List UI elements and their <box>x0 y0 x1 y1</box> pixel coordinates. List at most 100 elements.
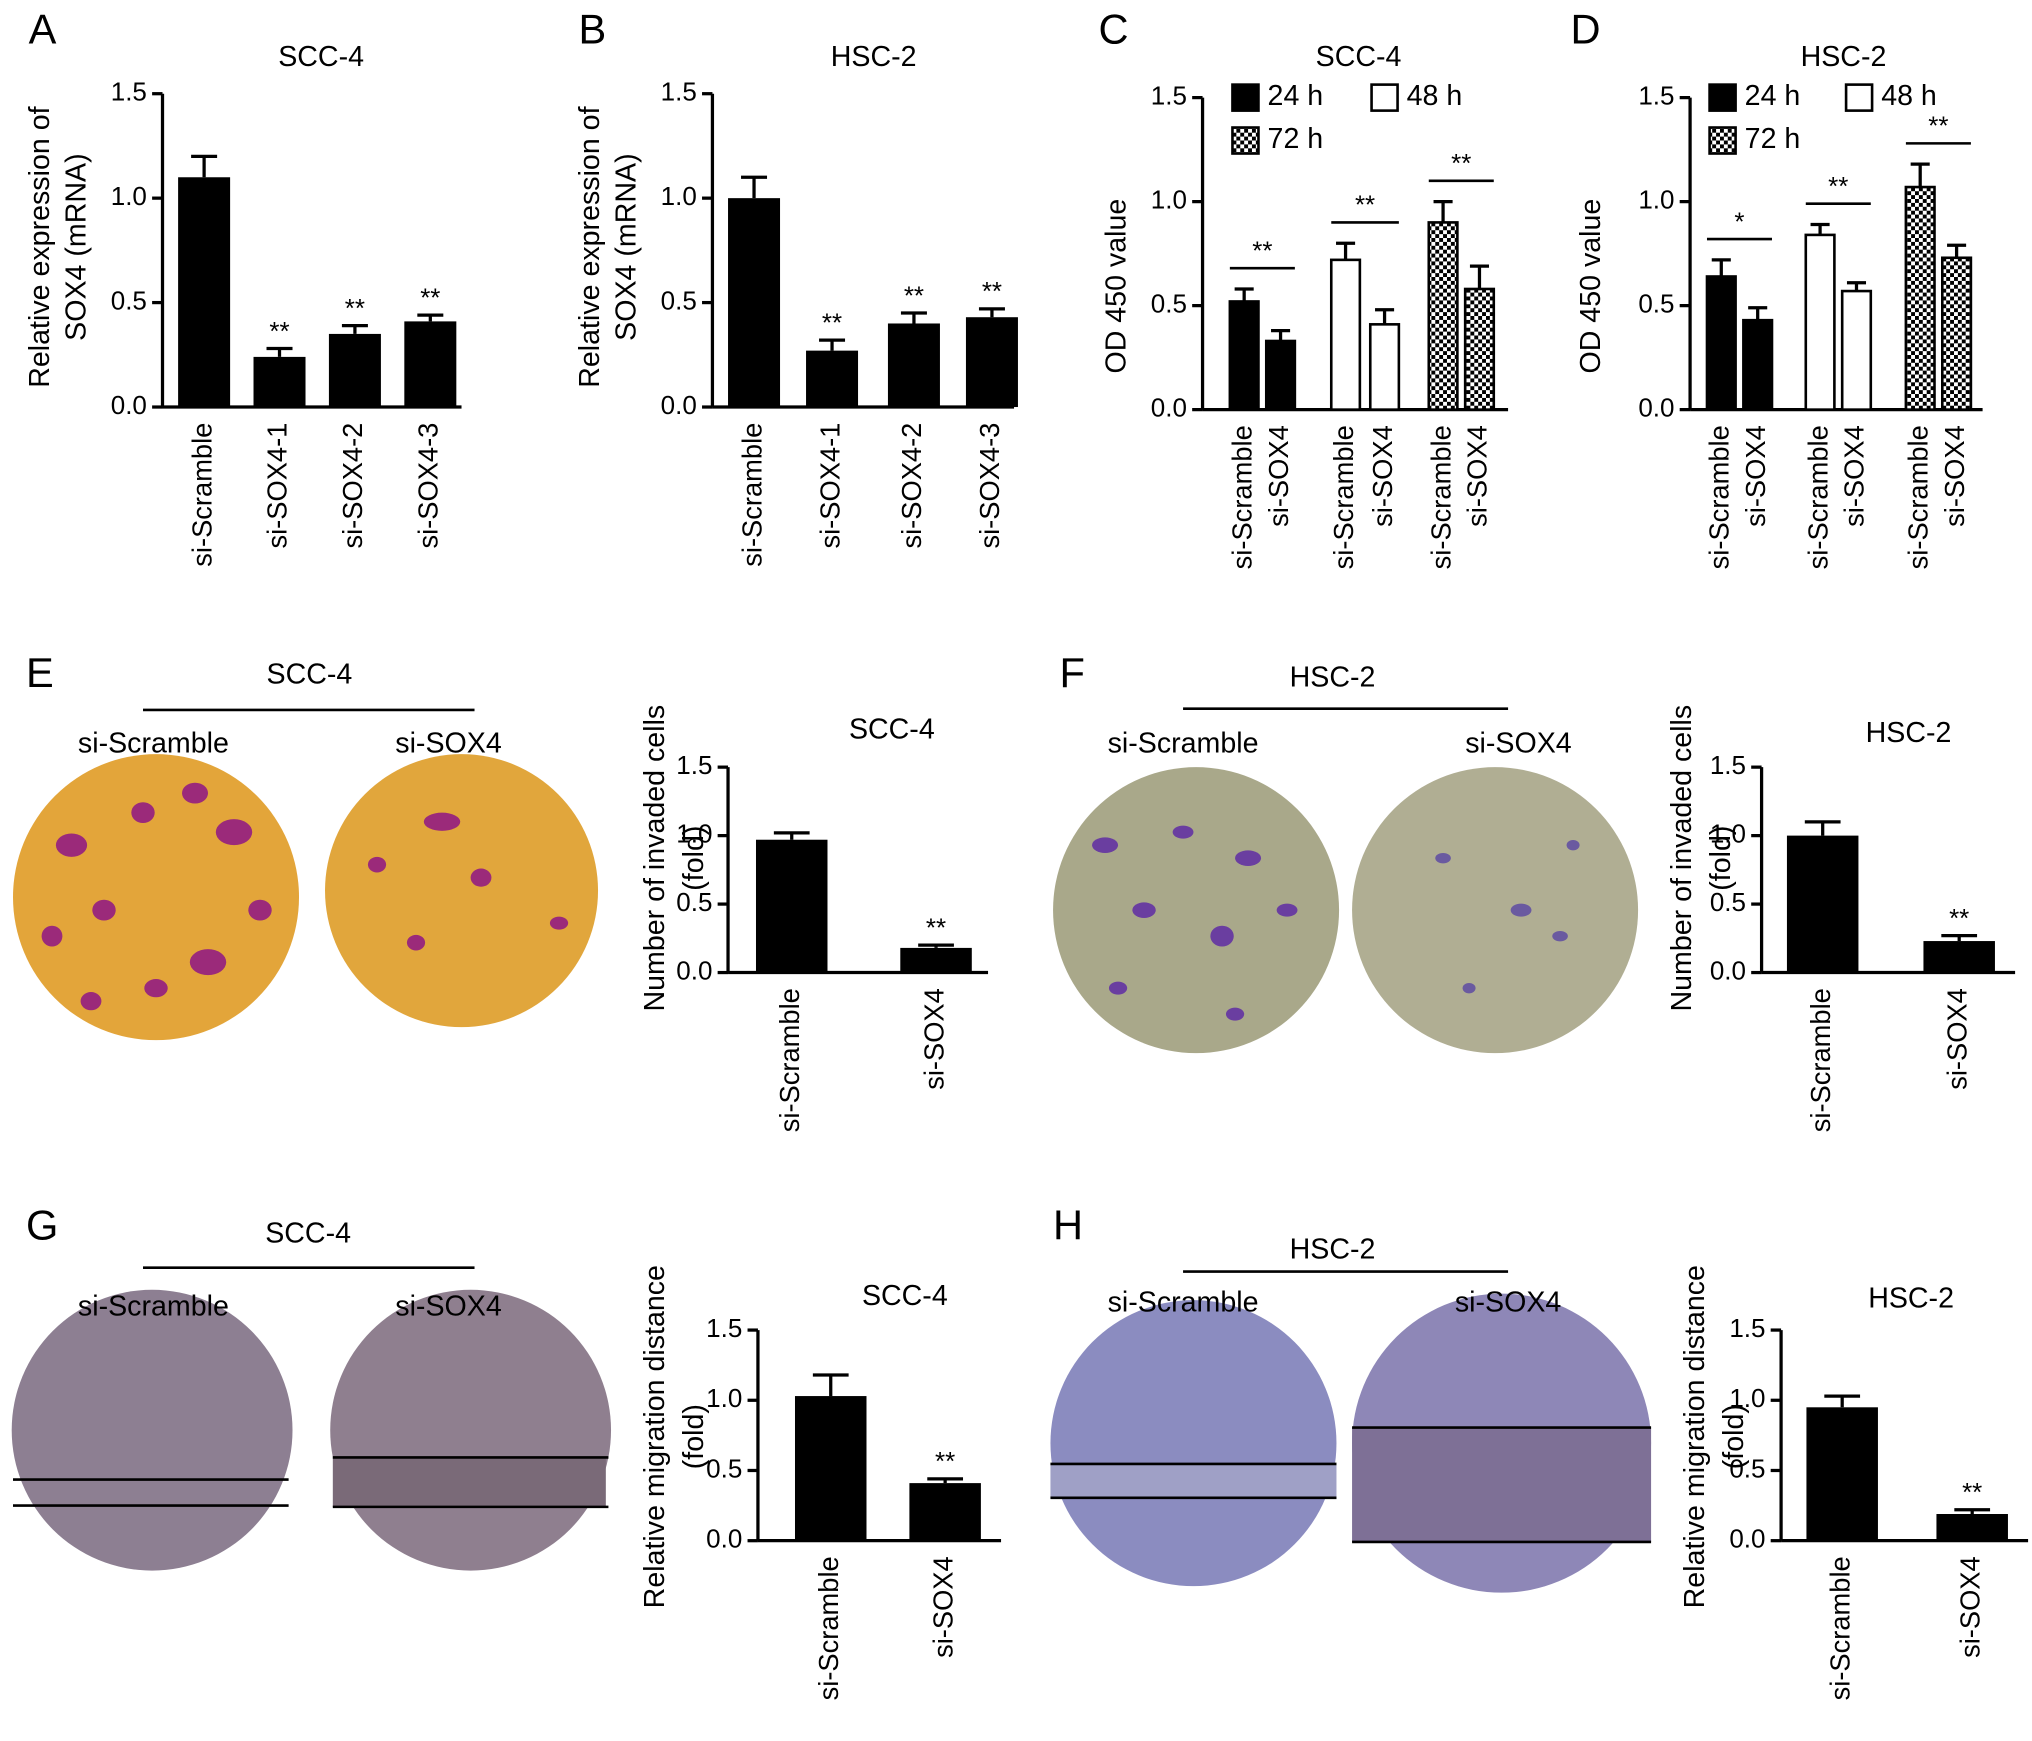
y-axis-label: Number of invaded cells <box>639 705 671 1012</box>
y-tick-label: 1.0 <box>676 818 712 848</box>
y-axis-label: Relative migration distance <box>639 1265 671 1608</box>
panel-letter: E <box>26 649 54 696</box>
bar <box>1940 256 1973 411</box>
bar <box>1742 318 1774 411</box>
bar <box>404 321 457 408</box>
bar <box>909 1483 981 1541</box>
y-axis-label: Relative expression of <box>574 106 606 387</box>
y-tick-label: 0.5 <box>1638 288 1674 318</box>
error-bar <box>1711 258 1731 277</box>
bar <box>1806 1407 1878 1541</box>
error-bar <box>819 338 846 351</box>
image-title: HSC-2 <box>1290 661 1376 693</box>
y-axis-label: Relative expression of <box>24 106 56 387</box>
y-tick-label: 0.0 <box>1151 393 1187 423</box>
panel-letter: C <box>1099 6 1129 53</box>
bar <box>900 947 972 973</box>
chart-title: HSC-2 <box>1866 717 1952 749</box>
bar <box>1786 835 1859 973</box>
x-tick-label: si-SOX4 <box>1367 425 1398 527</box>
y-axis-label: (fold) <box>1718 1404 1750 1469</box>
significance: * <box>1734 206 1744 236</box>
image-title: SCC-4 <box>267 659 353 691</box>
y-tick-label: 0.0 <box>1710 955 1746 985</box>
bar <box>1228 300 1260 411</box>
error-bar <box>417 313 444 322</box>
y-tick-label: 0.0 <box>661 390 697 420</box>
error-bar <box>1234 287 1254 302</box>
error-bar <box>1824 1394 1861 1408</box>
x-tick-label: si-SOX4-3 <box>974 423 1005 549</box>
y-axis-label: Relative migration distance <box>1679 1265 1711 1608</box>
y-tick-label: 0.5 <box>676 887 712 917</box>
y-tick-label: 1.0 <box>1729 1383 1765 1413</box>
error-bar <box>1941 933 1978 942</box>
error-bar <box>1271 328 1291 341</box>
bar <box>1705 275 1737 411</box>
y-tick-label: 0.0 <box>111 390 147 420</box>
bar <box>328 333 381 408</box>
y-axis-label: Number of invaded cells <box>1666 705 1698 1012</box>
significance: ** <box>345 293 365 323</box>
error-bar <box>773 831 810 840</box>
image-label: si-Scramble <box>78 1291 229 1323</box>
legend-swatch <box>1231 126 1260 155</box>
legend-swatch <box>1708 83 1737 112</box>
x-tick-label: si-Scramble <box>1824 1556 1855 1700</box>
y-tick-label: 1.0 <box>661 181 697 211</box>
error-bar <box>812 1373 849 1397</box>
x-tick-label: si-Scramble <box>813 1556 844 1700</box>
significance: ** <box>935 1446 955 1476</box>
chart-title: SCC-4 <box>862 1280 948 1312</box>
x-tick-label: si-SOX4-1 <box>262 423 293 549</box>
image-label: si-SOX4 <box>395 728 502 760</box>
legend-swatch <box>1370 83 1399 112</box>
image-label: si-Scramble <box>1108 728 1259 760</box>
y-axis-label: OD 450 value <box>1101 199 1133 374</box>
image-title: SCC-4 <box>265 1218 351 1250</box>
legend-label: 24 h <box>1268 80 1324 112</box>
significance: ** <box>822 307 842 337</box>
significance: ** <box>1828 171 1848 201</box>
panel-letter: F <box>1060 649 1085 696</box>
x-tick-label: si-SOX4 <box>918 988 949 1090</box>
error-bar <box>741 175 768 199</box>
bar <box>1264 339 1297 411</box>
y-tick-label: 0.5 <box>1710 887 1746 917</box>
panel-letter: D <box>1570 6 1600 53</box>
x-tick-label: si-SOX4-2 <box>337 423 368 549</box>
bar <box>178 177 231 408</box>
chart-title: HSC-2 <box>831 41 917 73</box>
panel-letter: H <box>1053 1202 1083 1249</box>
chart-title: SCC-4 <box>278 41 364 73</box>
image-label: si-Scramble <box>1108 1287 1259 1319</box>
y-tick-label: 0.0 <box>1638 393 1674 423</box>
y-axis-label: SOX4 (mRNA) <box>61 153 93 340</box>
error-bar <box>900 311 927 324</box>
x-tick-label: si-SOX4 <box>927 1556 958 1658</box>
x-tick-label: si-SOX4 <box>1740 425 1771 527</box>
y-tick-label: 0.0 <box>676 955 712 985</box>
significance: ** <box>420 282 440 312</box>
x-tick-label: si-Scramble <box>186 423 217 567</box>
y-tick-label: 1.5 <box>1151 80 1187 110</box>
x-tick-label: si-Scramble <box>1802 425 1833 569</box>
image-title: HSC-2 <box>1290 1233 1376 1265</box>
significance: ** <box>904 280 924 310</box>
error-bar <box>1910 162 1930 188</box>
y-tick-label: 1.0 <box>111 181 147 211</box>
error-bar <box>1469 264 1490 289</box>
significance: ** <box>1928 111 1948 141</box>
bar <box>1923 941 1995 973</box>
error-bar <box>918 943 954 948</box>
bar <box>1329 258 1362 411</box>
bar <box>755 839 828 973</box>
panel-letter: B <box>579 6 607 53</box>
y-axis-label: OD 450 value <box>1575 199 1607 374</box>
panel-letter: A <box>29 6 57 53</box>
x-tick-label: si-SOX4-3 <box>413 423 444 549</box>
x-tick-label: si-SOX4 <box>1939 425 1970 527</box>
bar <box>1804 233 1836 411</box>
significance: ** <box>926 912 946 942</box>
